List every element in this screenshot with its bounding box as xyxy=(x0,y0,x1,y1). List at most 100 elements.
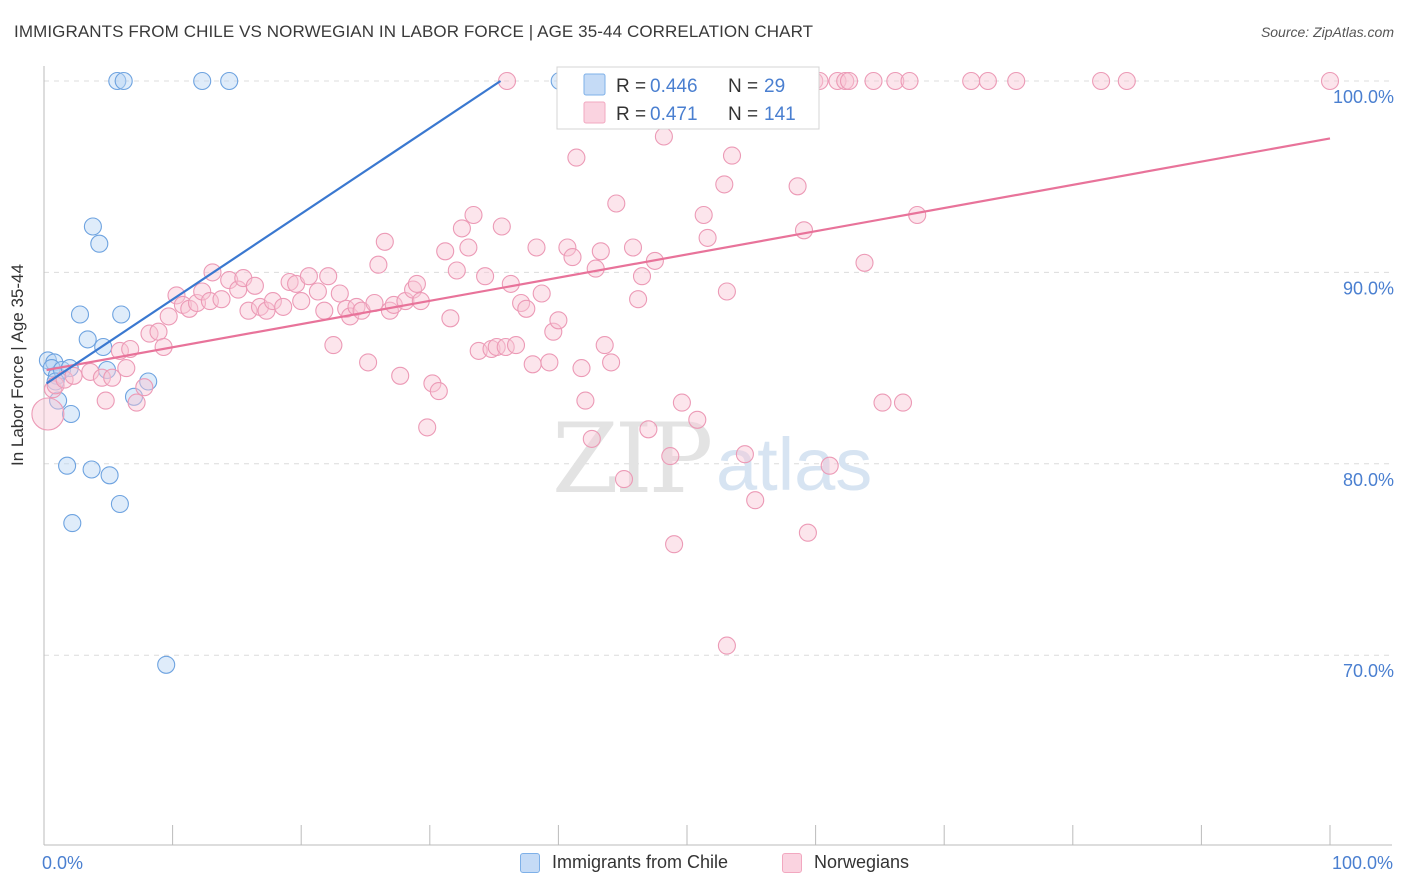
y-tick-label: 100.0% xyxy=(1333,87,1394,107)
norwegians-point xyxy=(563,248,582,267)
norwegians-point xyxy=(698,228,717,247)
norwegians-point xyxy=(375,232,394,251)
y-tick-label: 80.0% xyxy=(1343,470,1394,490)
chile-point xyxy=(108,71,127,91)
chile-point xyxy=(112,305,131,324)
norwegians-point xyxy=(1117,71,1136,91)
norwegians-point xyxy=(722,146,742,165)
legend-r-label: R = xyxy=(616,104,646,125)
legend-r-value: 0.471 xyxy=(650,104,698,125)
norwegians-point xyxy=(855,253,874,272)
norwegians-point xyxy=(103,368,122,387)
chile-point xyxy=(157,655,176,674)
norwegians-point xyxy=(900,71,919,91)
norwegians-point xyxy=(459,238,478,257)
legend-n-label: N = xyxy=(728,104,758,125)
legend-box: R = 0.446 N = 29 R = 0.471 N = 141 xyxy=(556,66,820,130)
legend-swatch xyxy=(583,101,606,124)
norwegians-point xyxy=(429,382,448,401)
legend-swatch xyxy=(583,73,606,96)
norwegians-trend-line xyxy=(46,137,1331,372)
gridlines xyxy=(44,80,1392,656)
legend-item-norwegians[interactable]: Norwegians xyxy=(782,852,909,873)
source-label: Source: ZipAtlas.com xyxy=(1260,24,1394,40)
chile-point xyxy=(61,404,81,424)
norwegians-point xyxy=(149,322,168,341)
chile-point xyxy=(220,71,239,91)
norwegians-point xyxy=(873,393,892,412)
norwegians-point xyxy=(794,221,814,240)
norwegians-point xyxy=(836,71,855,91)
y-tick-label: 90.0% xyxy=(1343,278,1394,298)
norwegians-point xyxy=(544,322,563,341)
chile-point xyxy=(83,217,102,236)
norwegians-point xyxy=(492,217,511,236)
y-tick-label: 70.0% xyxy=(1343,661,1394,681)
bottom-legend: Immigrants from Chile Norwegians xyxy=(0,852,1406,878)
y-axis-label: In Labor Force | Age 35-44 xyxy=(8,264,27,466)
norwegians-point xyxy=(672,393,691,412)
norwegians-point xyxy=(558,238,577,257)
norwegians-point xyxy=(523,355,542,374)
chile-point xyxy=(90,234,109,253)
watermark: ZIP atlas xyxy=(552,403,872,515)
norwegians-point xyxy=(512,293,531,313)
norwegians-point xyxy=(595,336,614,355)
norwegians-point xyxy=(359,353,378,372)
norwegians-point xyxy=(200,292,219,311)
norwegians-point xyxy=(31,397,65,431)
chart-title: IMMIGRANTS FROM CHILE VS NORWEGIAN IN LA… xyxy=(14,22,814,41)
chile-point xyxy=(78,330,97,349)
norwegians-point xyxy=(96,391,115,410)
norwegians-point xyxy=(788,177,807,196)
norwegians-point xyxy=(582,429,601,448)
norwegians-point xyxy=(735,445,754,464)
legend-item-chile[interactable]: Immigrants from Chile xyxy=(520,852,728,873)
chile-point xyxy=(114,71,133,91)
norwegians-point xyxy=(629,290,648,309)
legend-r-value: 0.446 xyxy=(650,76,698,97)
norwegians-point xyxy=(886,71,905,91)
legend-swatch-chile xyxy=(520,852,540,873)
norwegians-point xyxy=(159,307,178,326)
norwegians-point xyxy=(591,242,610,261)
norwegians-point xyxy=(324,336,343,355)
trend-lines xyxy=(45,80,1331,385)
norwegians-point xyxy=(245,276,264,295)
norwegians-point xyxy=(441,309,460,328)
norwegians-point xyxy=(549,311,568,330)
series-norwegians-points xyxy=(31,71,1340,655)
norwegians-point xyxy=(715,175,734,194)
norwegians-point xyxy=(212,290,231,309)
legend-r-label: R = xyxy=(616,76,646,97)
norwegians-point xyxy=(540,353,559,372)
x-tick-label: 100.0% xyxy=(1332,853,1393,873)
watermark-atlas: atlas xyxy=(716,423,872,506)
chile-trend-line xyxy=(45,80,502,385)
norwegians-point xyxy=(532,284,551,303)
series-chile-points xyxy=(38,71,569,674)
norwegians-point xyxy=(567,148,586,167)
norwegians-point xyxy=(220,271,239,290)
norwegians-point xyxy=(864,71,883,91)
norwegians-point xyxy=(81,362,100,381)
norwegians-point xyxy=(140,324,159,343)
norwegians-point xyxy=(1320,71,1340,91)
norwegians-point xyxy=(798,523,817,542)
norwegians-point xyxy=(576,391,595,410)
norwegians-point xyxy=(632,267,652,286)
norwegians-point xyxy=(688,410,707,429)
norwegians-point xyxy=(717,282,736,301)
chile-point xyxy=(110,494,129,514)
norwegians-point xyxy=(661,447,680,466)
watermark-zip: ZIP xyxy=(552,403,711,515)
norwegians-point xyxy=(391,366,410,385)
norwegians-point xyxy=(239,301,258,320)
chile-point xyxy=(58,456,77,475)
norwegians-point xyxy=(978,71,997,91)
norwegians-point xyxy=(820,456,839,475)
norwegians-point xyxy=(292,292,311,311)
norwegians-point xyxy=(602,353,621,372)
norwegians-point xyxy=(1092,71,1111,91)
